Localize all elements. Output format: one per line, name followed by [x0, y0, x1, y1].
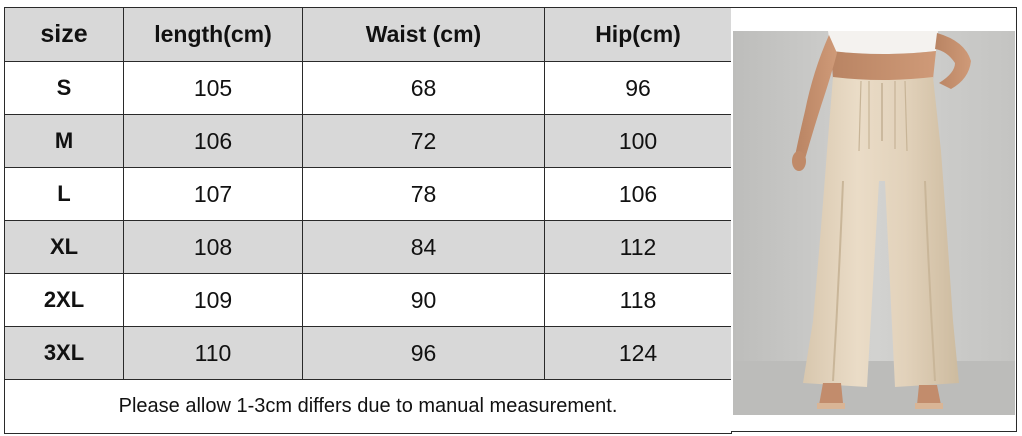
product-photo-frame [731, 7, 1017, 432]
hip-cell: 100 [544, 114, 732, 168]
header-row: size length(cm) Waist (cm) Hip(cm) [4, 7, 732, 62]
size-chart-table: size length(cm) Waist (cm) Hip(cm) S 105… [4, 7, 732, 434]
size-cell: 3XL [4, 326, 124, 380]
length-cell: 108 [123, 220, 303, 274]
size-cell: XL [4, 220, 124, 274]
header-hip: Hip(cm) [544, 7, 732, 62]
table-row: XL 108 84 112 [4, 220, 732, 274]
table-row: 2XL 109 90 118 [4, 273, 732, 327]
length-cell: 110 [123, 326, 303, 380]
size-cell: 2XL [4, 273, 124, 327]
header-length: length(cm) [123, 7, 303, 62]
hip-cell: 106 [544, 167, 732, 221]
length-cell: 109 [123, 273, 303, 327]
hip-cell: 112 [544, 220, 732, 274]
header-size: size [4, 7, 124, 62]
waist-cell: 90 [302, 273, 545, 327]
product-photo [733, 31, 1015, 415]
length-cell: 106 [123, 114, 303, 168]
waist-cell: 72 [302, 114, 545, 168]
waist-cell: 68 [302, 61, 545, 115]
size-cell: S [4, 61, 124, 115]
hip-cell: 96 [544, 61, 732, 115]
hip-cell: 118 [544, 273, 732, 327]
length-cell: 105 [123, 61, 303, 115]
measurement-note: Please allow 1-3cm differs due to manual… [4, 379, 732, 434]
table-row: L 107 78 106 [4, 167, 732, 221]
header-waist: Waist (cm) [302, 7, 545, 62]
size-cell: M [4, 114, 124, 168]
waist-cell: 96 [302, 326, 545, 380]
table-row: M 106 72 100 [4, 114, 732, 168]
table-row: 3XL 110 96 124 [4, 326, 732, 380]
size-cell: L [4, 167, 124, 221]
waist-cell: 84 [302, 220, 545, 274]
hip-cell: 124 [544, 326, 732, 380]
table-row: S 105 68 96 [4, 61, 732, 115]
waist-cell: 78 [302, 167, 545, 221]
length-cell: 107 [123, 167, 303, 221]
note-row: Please allow 1-3cm differs due to manual… [4, 379, 732, 434]
